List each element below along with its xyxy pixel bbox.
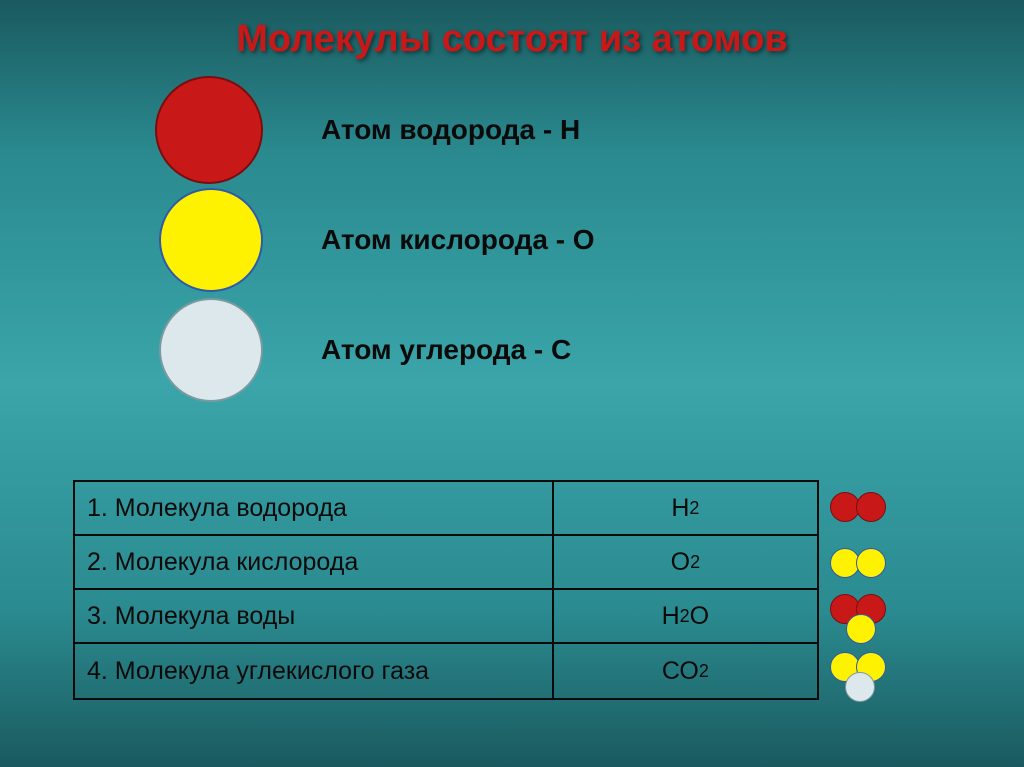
molecule-name: 4. Молекула углекислого газа — [75, 644, 554, 698]
molecule-formula: Н2О — [554, 590, 817, 642]
legend-label: Атом водорода - Н — [321, 114, 580, 146]
oxygen-circle-icon — [159, 188, 263, 292]
molecule-formula: Н2 — [554, 482, 817, 534]
molecule-name: 2. Молекула кислорода — [75, 536, 554, 588]
hydrogen-atom-icon — [856, 492, 886, 522]
carbon-circle-icon — [159, 298, 263, 402]
legend-label: Атом углерода - С — [321, 334, 571, 366]
legend-row-hydrogen: Атом водорода - Н — [155, 76, 1024, 184]
molecule-formula: О2 — [554, 536, 817, 588]
molecule-formula: СО2 — [554, 644, 817, 698]
molecule-name: 3. Молекула воды — [75, 590, 554, 642]
oxygen-atom-icon — [846, 614, 876, 644]
legend-row-oxygen: Атом кислорода - О — [155, 188, 1024, 292]
table-row: 1. Молекула водорода Н2 — [75, 482, 817, 536]
molecule-table: 1. Молекула водорода Н2 2. Молекула кисл… — [73, 480, 819, 700]
carbon-atom-icon — [845, 672, 875, 702]
table-row: 4. Молекула углекислого газа СО2 — [75, 644, 817, 698]
molecule-name: 1. Молекула водорода — [75, 482, 554, 534]
atom-legend: Атом водорода - Н Атом кислорода - О Ато… — [155, 76, 1024, 402]
slide-title: Молекулы состоят из атомов — [0, 0, 1024, 71]
hydrogen-circle-icon — [155, 76, 263, 184]
legend-row-carbon: Атом углерода - С — [155, 298, 1024, 402]
legend-label: Атом кислорода - О — [321, 224, 595, 256]
oxygen-atom-icon — [856, 548, 886, 578]
table-row: 3. Молекула воды Н2О — [75, 590, 817, 644]
table-row: 2. Молекула кислорода О2 — [75, 536, 817, 590]
